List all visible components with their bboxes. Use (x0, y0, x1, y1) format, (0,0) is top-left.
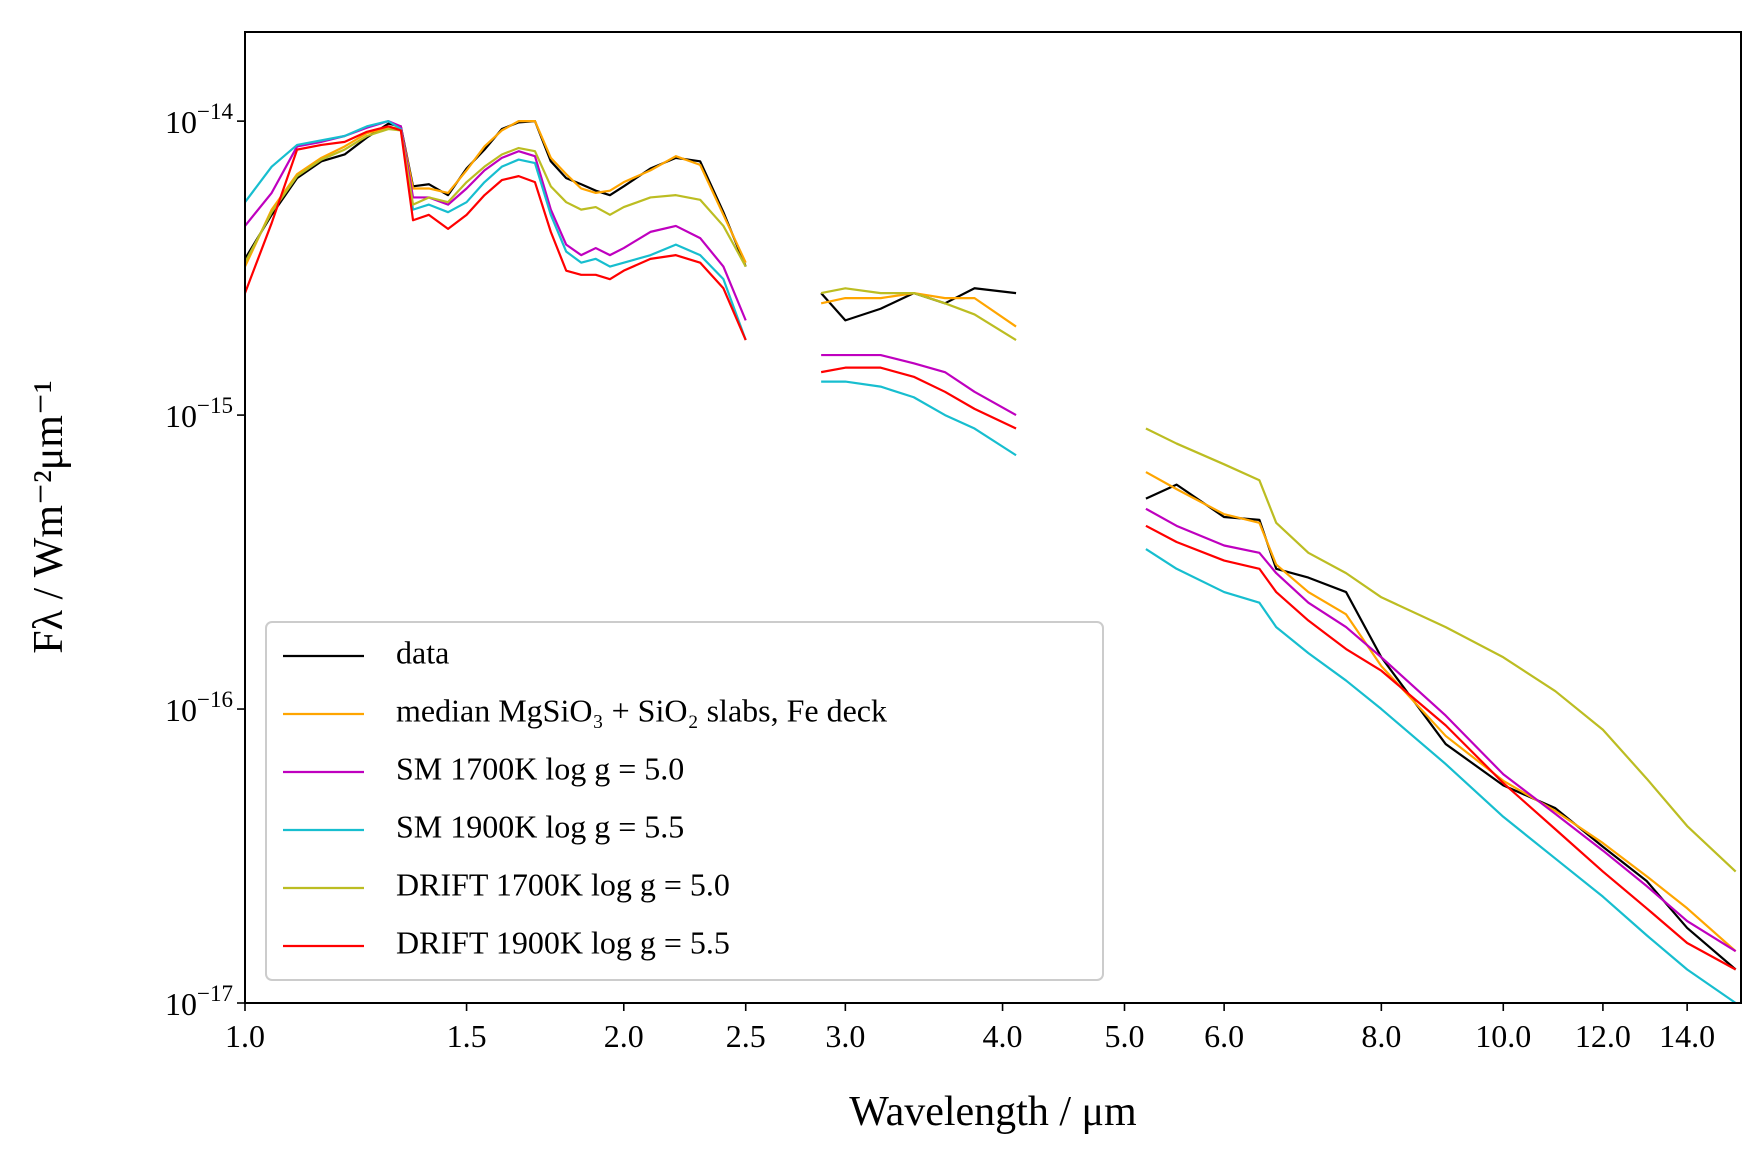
legend-label: data (396, 634, 449, 670)
y-axis-label: Fλ / Wm⁻²μm⁻¹ (26, 380, 72, 653)
x-tick-label: 4.0 (983, 1018, 1023, 1054)
y-tick-label: 10−14 (165, 99, 233, 140)
y-tick-label: 10−17 (165, 981, 233, 1022)
x-tick-label: 8.0 (1361, 1018, 1401, 1054)
x-tick-label: 2.5 (726, 1018, 766, 1054)
legend-box (265, 621, 1104, 981)
x-tick-label: 12.0 (1575, 1018, 1631, 1054)
plot-area (243, 120, 1737, 1004)
y-tick-label: 10−16 (165, 687, 233, 728)
x-tick-label: 6.0 (1204, 1018, 1244, 1054)
x-tick-label: 1.0 (225, 1018, 265, 1054)
x-tick-label: 10.0 (1475, 1018, 1531, 1054)
series-line (243, 125, 1737, 971)
legend-label: SM 1900K log g = 5.5 (396, 808, 684, 844)
series-line (244, 120, 1737, 1004)
legend-label: DRIFT 1700K log g = 5.0 (396, 866, 730, 902)
legend-label: SM 1700K log g = 5.0 (396, 750, 684, 786)
x-tick-label: 5.0 (1104, 1018, 1144, 1054)
x-tick-label: 1.5 (447, 1018, 487, 1054)
x-axis-label: Wavelength / μm (849, 1089, 1137, 1135)
y-tick-label: 10−15 (165, 393, 233, 434)
x-tick-label: 2.0 (604, 1018, 644, 1054)
series-line (244, 127, 1737, 873)
legend-label: DRIFT 1900K log g = 5.5 (396, 924, 730, 960)
legend-label: median MgSiO₃ + SiO₂ slabs, Fe deck (396, 692, 887, 728)
plot-frame (244, 31, 1742, 1004)
x-tick-label: 14.0 (1659, 1018, 1715, 1054)
x-tick-label: 3.0 (825, 1018, 865, 1054)
